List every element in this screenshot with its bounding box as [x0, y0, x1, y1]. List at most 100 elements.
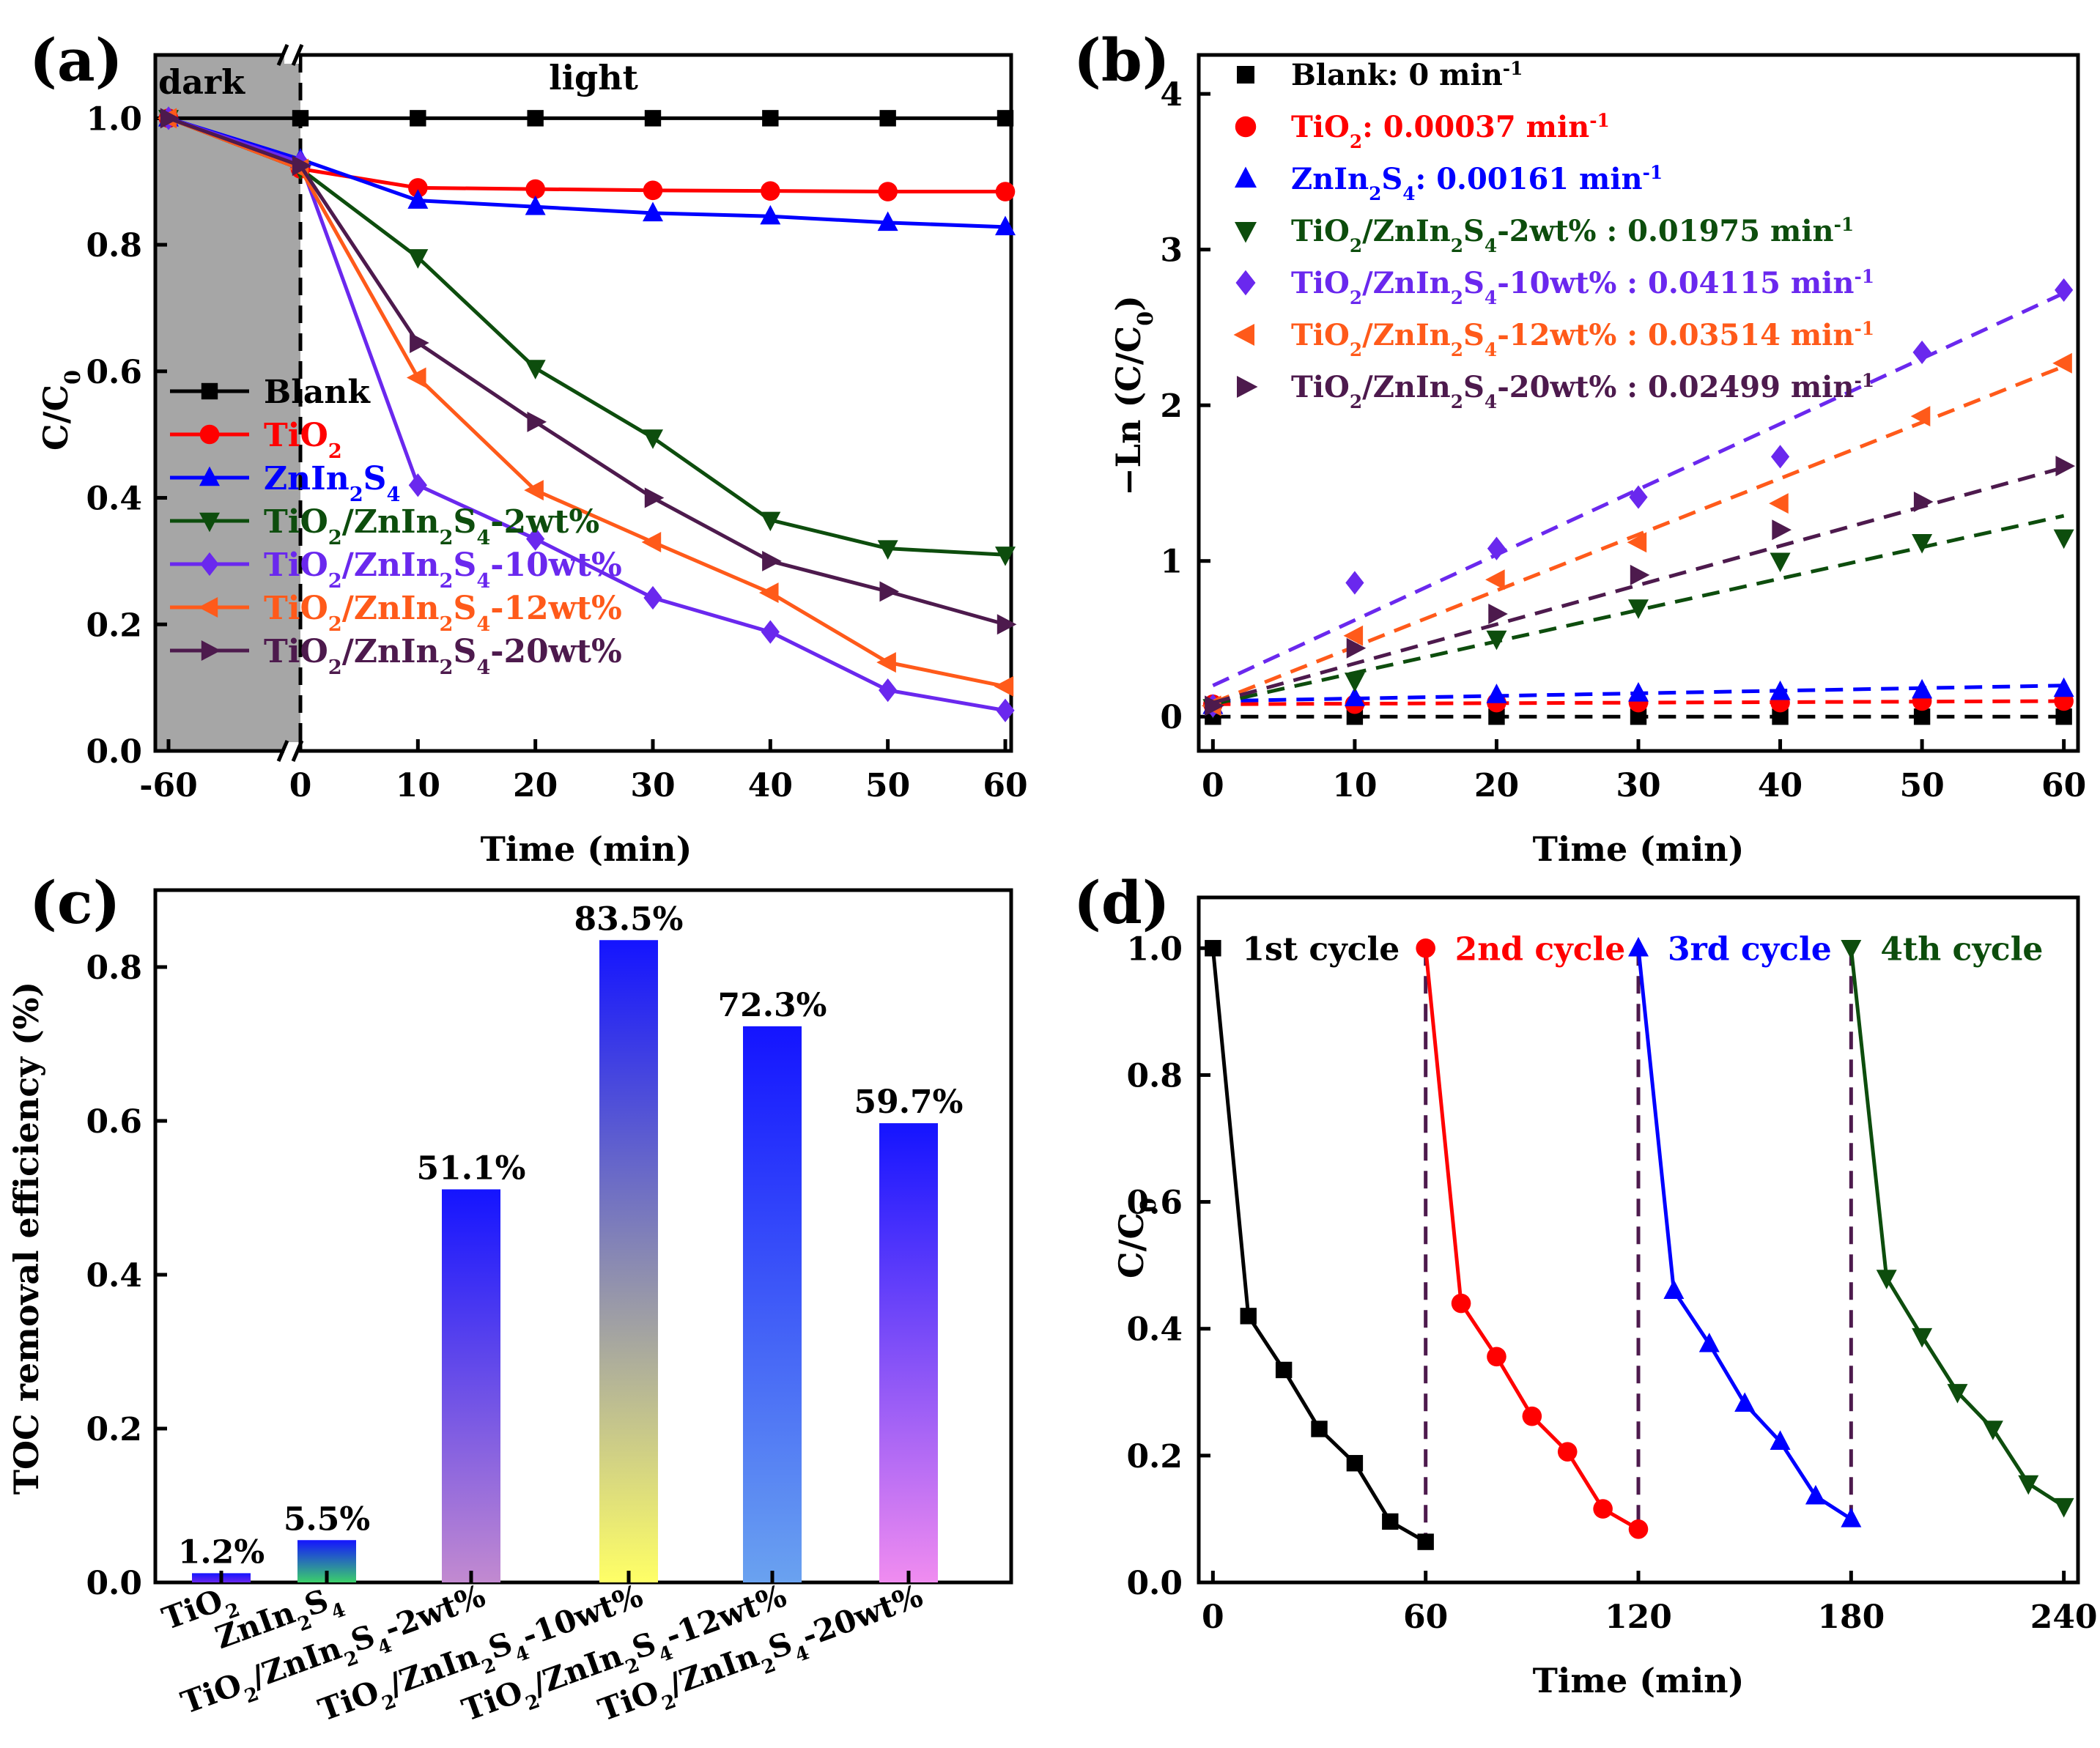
data-point-tio2	[995, 182, 1016, 201]
series-line-w10	[168, 116, 1006, 713]
series-line-w20	[168, 116, 1006, 626]
data-point-w2	[877, 540, 898, 560]
data-point-zis	[1770, 680, 1791, 700]
cycle-label: 3rd cycle	[1668, 930, 1832, 968]
data-point-zis	[760, 204, 781, 225]
data-point-zis	[1734, 1392, 1756, 1412]
series-w20	[1205, 456, 2076, 716]
x-tick-label: 60	[2041, 767, 2086, 804]
bar-5	[879, 1123, 938, 1582]
data-point-w20	[762, 550, 782, 571]
y-tick-label: 0.6	[86, 1103, 142, 1141]
legend-marker-w10	[200, 552, 219, 577]
data-point-w20	[1488, 603, 1508, 624]
data-point-w12	[524, 480, 544, 501]
data-point-w12	[1343, 625, 1364, 646]
data-point-tio2	[1557, 1442, 1578, 1462]
data-point-blank	[1630, 708, 1647, 725]
legend-marker-w2	[199, 512, 220, 533]
data-point-w10	[996, 698, 1015, 722]
data-point-w2	[1912, 1327, 1933, 1348]
x-tick-label: 40	[1758, 767, 1803, 804]
x-tick-label: 20	[513, 767, 558, 804]
data-point-w12	[1910, 406, 1931, 427]
legend-label-w10: TiO2/ZnIn2S4-10wt%	[264, 547, 622, 593]
data-point-tio2	[1522, 1406, 1542, 1426]
data-point-zis	[877, 211, 898, 232]
data-point-blank	[1205, 940, 1221, 957]
data-point-blank	[1417, 1533, 1434, 1550]
cycle-label: 1st cycle	[1242, 930, 1400, 968]
legend-marker-zis	[199, 466, 220, 486]
series-w20	[160, 108, 1017, 635]
data-point-w12	[1627, 532, 1647, 553]
legend-marker-w20	[1237, 376, 1258, 398]
cycle-tio2: 2nd cycle	[1416, 930, 1649, 1539]
panel-label: (c)	[29, 868, 120, 937]
data-point-w20	[1346, 637, 1367, 659]
data-point-tio2	[1416, 938, 1435, 958]
data-point-blank	[1240, 1308, 1257, 1325]
legend-label-blank: Blank	[264, 374, 371, 411]
data-point-w20	[1913, 491, 1934, 512]
legend-marker-w20	[201, 640, 221, 661]
light-label: light	[549, 58, 639, 97]
legend-label-w2: TiO2/ZnIn2S4-2wt%	[264, 503, 599, 549]
y-tick-label: 0.2	[1126, 1438, 1183, 1475]
data-point-w2	[1841, 940, 1862, 960]
data-point-zis	[1770, 1430, 1791, 1451]
data-point-w12	[758, 582, 779, 604]
data-point-w12	[2052, 352, 2072, 374]
legend-label-zis: ZnIn2S4: 0.00161 min-1	[1291, 162, 1663, 204]
y-axis-label: C/C0	[1112, 1198, 1161, 1278]
legend-label-w2: TiO2/ZnIn2S4-2wt% : 0.01975 min-1	[1291, 214, 1854, 256]
data-point-tio2	[1628, 1519, 1649, 1539]
cycle-line-tio2	[1424, 948, 1640, 1531]
y-tick-label: 0.0	[86, 1565, 142, 1602]
data-point-zis	[1805, 1484, 1826, 1505]
x-axis-label: Time (min)	[1533, 829, 1745, 869]
data-point-w2	[643, 429, 663, 449]
bar-2	[442, 1189, 500, 1582]
axis-break-mark	[291, 44, 304, 66]
bar-4	[743, 1026, 802, 1582]
legend-marker-blank	[1237, 66, 1254, 84]
cycle-line-blank	[1210, 948, 1427, 1544]
data-point-w2	[2018, 1475, 2039, 1495]
data-point-w2	[1876, 1270, 1897, 1289]
data-point-tio2	[1487, 1347, 1506, 1367]
data-point-blank	[1772, 708, 1789, 725]
y-tick-label: 1	[1160, 544, 1183, 581]
legend-marker-tio2	[1235, 116, 1257, 138]
legend-marker-w2	[1235, 222, 1257, 243]
y-tick-label: 4	[1160, 76, 1183, 114]
y-tick-label: 0	[1160, 699, 1183, 736]
data-point-w12	[876, 652, 896, 673]
legend-marker-zis	[1235, 166, 1257, 188]
data-point-blank	[410, 110, 426, 127]
x-axis-label: Time (min)	[1533, 1661, 1745, 1700]
data-point-blank	[1275, 1361, 1293, 1379]
y-axis-label: −Ln (C/C0)	[1109, 295, 1158, 496]
data-point-w10	[1345, 571, 1364, 595]
data-point-w12	[406, 367, 426, 388]
x-tick-label: 60	[983, 767, 1027, 804]
cycle-w2: 4th cycle	[1841, 930, 2074, 1518]
legend-a: BlankTiO2ZnIn2S4TiO2/ZnIn2S4-2wt%TiO2/Zn…	[170, 374, 622, 679]
x-tick-label: 240	[2030, 1599, 2098, 1636]
legend-label-w20: TiO2/ZnIn2S4-20wt% : 0.02499 min-1	[1291, 370, 1874, 412]
data-point-zis	[407, 189, 429, 209]
cycle-line-zis	[1636, 948, 1852, 1521]
legend-marker-w12	[1233, 324, 1254, 346]
x-tick-label: 180	[1817, 1599, 1885, 1636]
data-point-w10	[1912, 340, 1931, 365]
data-point-zis	[1698, 1333, 1720, 1352]
bar-value-label: 59.7%	[854, 1084, 964, 1121]
legend-label-zis: ZnIn2S4	[264, 460, 400, 506]
panel-c: 0.00.20.40.60.81.2%TiO25.5%ZnIn2S451.1%T…	[7, 868, 1013, 1728]
data-point-w20	[1630, 564, 1650, 585]
cycle-zis: 3rd cycle	[1628, 930, 1862, 1527]
data-point-w2	[407, 249, 429, 269]
legend-marker-w12	[198, 597, 218, 618]
